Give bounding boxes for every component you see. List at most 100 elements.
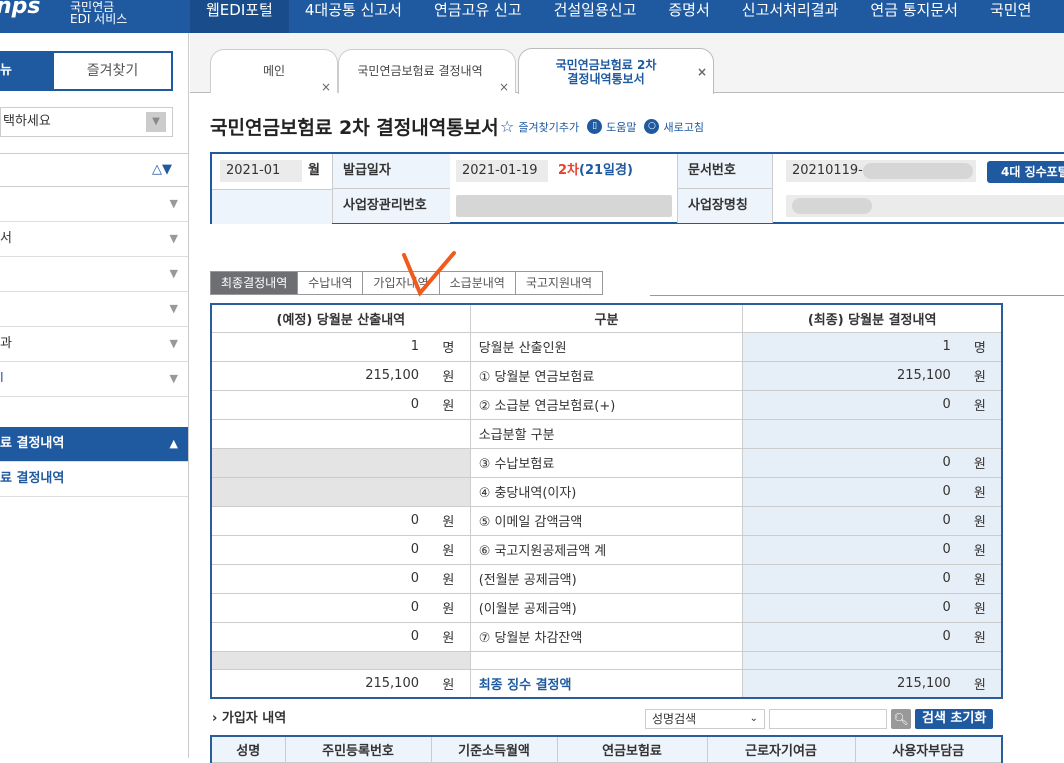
subtab-state-support[interactable]: 국고지원내역 <box>514 271 604 295</box>
search-type-select[interactable]: 성명검색 ⌄ <box>645 709 765 729</box>
table-row: 0 원 (전월분 공제금액) 0 원 <box>210 563 1003 594</box>
chevron-down-icon: ▼ <box>169 197 178 210</box>
sidebar-tab-favorites[interactable]: 즐겨찾기 <box>52 51 173 91</box>
sidebar-tab-menu[interactable]: 뉴 <box>0 51 52 91</box>
unit <box>427 418 471 449</box>
sidebar-item[interactable]: 서 ▼ <box>0 222 188 257</box>
planned-value: 0 <box>210 534 427 565</box>
doc-no-value: 20210119- <box>792 163 863 178</box>
notice-info-panel: 2021-01 월 발급일자 2021-01-19 2차(21일경) 문서번호 … <box>210 152 1064 224</box>
menu-select[interactable]: 택하세요 ▼ <box>0 107 173 137</box>
empty-cell <box>210 650 427 670</box>
unit: 원 <box>427 389 471 420</box>
expand-collapse-all-icon[interactable]: △▼ <box>152 162 172 177</box>
planned-value <box>210 447 427 478</box>
round-note: (21일경) <box>579 163 633 178</box>
unit: 원 <box>958 505 1003 536</box>
issue-date-label: 발급일자 <box>332 154 450 189</box>
nav-item[interactable]: 연금고유 신고 <box>433 1 522 19</box>
sidebar-menu-header: △▼ <box>0 153 188 187</box>
sidebar-item[interactable]: ▼ <box>0 187 188 222</box>
table-row: 1 명 당월분 산출인원 1 명 <box>210 331 1003 362</box>
spacer-row <box>210 650 1003 670</box>
tab-main[interactable]: 메인 × <box>210 49 338 94</box>
portal-button[interactable]: 4대 징수포털 <box>987 161 1064 183</box>
table-row: ③ 수납보험료 0 원 <box>210 447 1003 478</box>
row-label: (전월분 공제금액) <box>469 563 744 594</box>
planned-value: 0 <box>210 563 427 594</box>
member-search: 성명검색 ⌄ 🔍︎ 검색 초기화 <box>645 709 994 729</box>
refresh-link[interactable]: 새로고침 <box>663 120 704 134</box>
handwritten-check-mark <box>402 251 456 297</box>
close-icon[interactable]: × <box>696 65 707 79</box>
biz-name-label: 사업장명칭 <box>677 189 773 223</box>
sidebar: 뉴 즐겨찾기 택하세요 ▼ △▼ ▼ 서 ▼ ▼ ▼ 과 ▼ l ▼ 료 결정내역 ▲ 료… <box>0 33 189 758</box>
detail-tabs: 최종결정내역 수납내역 가입자내역 소급분내역 국고지원내역 <box>210 271 604 295</box>
nav-item[interactable]: 4대공통 신고서 <box>304 1 402 19</box>
table-row: 소급분할 구분 <box>210 418 1003 449</box>
unit: 원 <box>958 534 1003 565</box>
biz-no-label: 사업장관리번호 <box>332 189 450 223</box>
final-value <box>742 418 959 449</box>
nav-item[interactable]: 웹EDI포털 <box>190 0 289 33</box>
subtab-payment[interactable]: 수납내역 <box>297 271 363 295</box>
search-input[interactable] <box>769 709 887 729</box>
empty-cell <box>742 650 959 670</box>
final-value: 0 <box>742 534 959 565</box>
subtab-final-decision[interactable]: 최종결정내역 <box>210 271 298 295</box>
row-label: (이월분 공제금액) <box>469 592 744 623</box>
nav-item[interactable]: 건설일용신고 <box>553 1 637 19</box>
favorite-add-link[interactable]: 즐겨찾기추가 <box>518 120 580 134</box>
row-label: ⑦ 당월분 차감잔액 <box>469 621 744 652</box>
sidebar-subitem[interactable]: 료 결정내역 <box>0 462 188 497</box>
sidebar-item[interactable]: ▼ <box>0 257 188 292</box>
sidebar-item[interactable]: ▼ <box>0 292 188 327</box>
star-icon[interactable]: ☆ <box>500 117 515 136</box>
decision-table: (예정) 당월분 산출내역 구분 (최종) 당월분 결정내역 1 명 당월분 산출인… <box>210 303 1003 699</box>
close-icon[interactable]: × <box>498 80 509 94</box>
search-reset-button[interactable]: 검색 초기화 <box>915 709 994 729</box>
page-tools: ☆ 즐겨찾기추가 ▯ 도움말 ○ 새로고침 <box>500 117 704 136</box>
help-link[interactable]: 도움말 <box>606 120 637 134</box>
sidebar-item-label: 서 <box>0 231 12 246</box>
logo[interactable]: nps 국민연금 EDI 서비스 <box>0 0 188 33</box>
final-row: 215,100 원 최종 징수 결정액 215,100 원 <box>210 668 1003 699</box>
logo-line1: 국민연금 <box>70 0 115 14</box>
search-icon[interactable]: 🔍︎ <box>891 709 911 729</box>
row-label: ② 소급분 연금보험료(+) <box>469 389 744 420</box>
nav-item[interactable]: 신고서처리결과 <box>741 1 839 19</box>
row-label: ③ 수납보험료 <box>469 447 744 478</box>
table-row: 0 원 (이월분 공제금액) 0 원 <box>210 592 1003 623</box>
column-header: (예정) 당월분 산출내역 <box>210 303 471 333</box>
final-value: 0 <box>742 592 959 623</box>
close-icon[interactable]: × <box>320 80 331 94</box>
unit: 원 <box>958 563 1003 594</box>
dropdown-arrow-icon: ▼ <box>146 112 166 132</box>
planned-value: 0 <box>210 621 427 652</box>
book-icon[interactable]: ▯ <box>587 119 603 134</box>
sidebar-item[interactable]: 과 ▼ <box>0 327 188 362</box>
column-header: 근로자기여금 <box>706 735 856 763</box>
refresh-icon[interactable]: ○ <box>644 119 660 134</box>
unit <box>427 447 471 478</box>
page-title: 국민연금보험료 2차 결정내역통보서 <box>210 117 499 139</box>
biz-no-field-redacted <box>456 195 672 217</box>
nav-item[interactable]: 연금 통지문서 <box>870 1 958 19</box>
final-value: 0 <box>742 621 959 652</box>
nav-item[interactable]: 국민연 <box>989 1 1032 19</box>
sidebar-item[interactable]: l ▼ <box>0 362 188 397</box>
sidebar-item-active[interactable]: 료 결정내역 ▲ <box>0 427 188 462</box>
final-value: 0 <box>742 476 959 507</box>
subtab-retroactive[interactable]: 소급분내역 <box>438 271 515 295</box>
unit: 원 <box>958 389 1003 420</box>
menu-select-value: 택하세요 <box>3 114 51 129</box>
tab-decision-history[interactable]: 국민연금보험료 결정내역 × <box>338 49 516 94</box>
nav-item[interactable]: 증명서 <box>668 1 710 19</box>
redacted <box>862 162 973 179</box>
final-label: 최종 징수 결정액 <box>469 668 744 699</box>
chevron-down-icon: ▼ <box>169 372 178 385</box>
tab-2nd-decision-notice[interactable]: 국민연금보험료 2차 결정내역통보서 × <box>518 48 714 94</box>
